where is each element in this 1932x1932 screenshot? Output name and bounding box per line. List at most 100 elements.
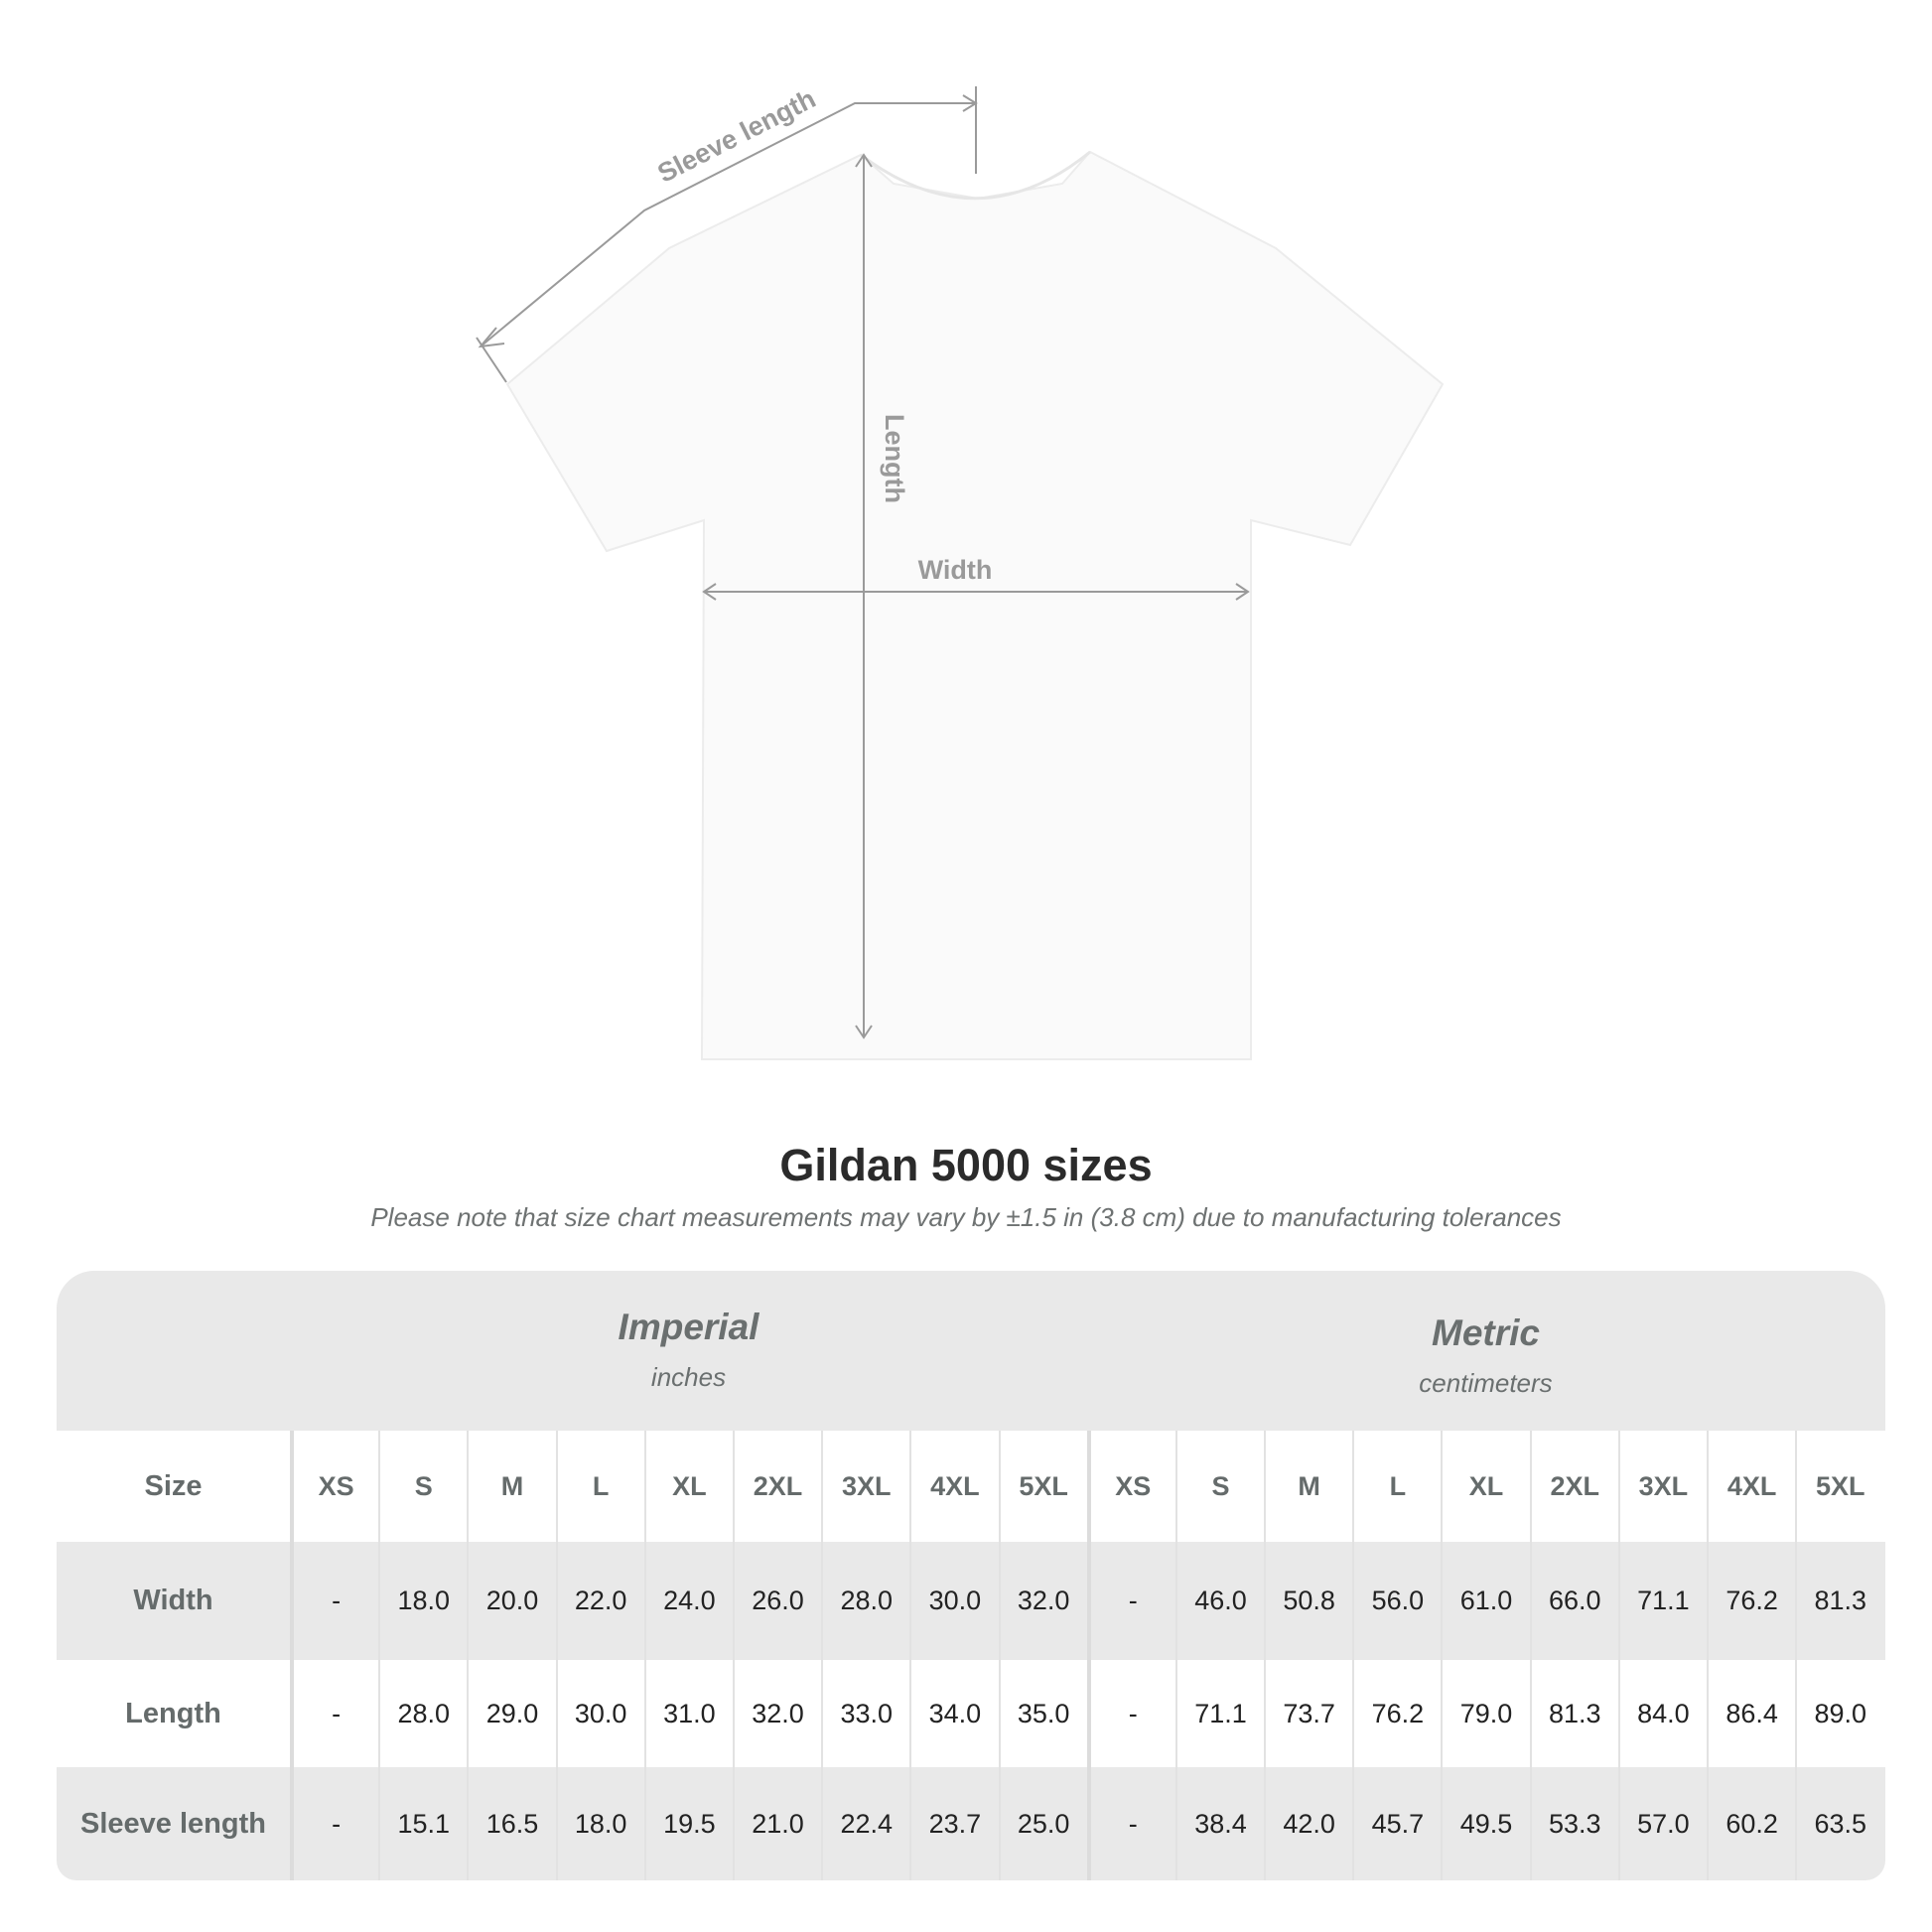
table-header-band [57, 1271, 1885, 1431]
cell-imperial: 24.0 [643, 1542, 733, 1660]
cell-imperial: - [290, 1660, 378, 1767]
cell-imperial: 19.5 [643, 1767, 733, 1880]
row-label: Sleeve length [80, 1807, 266, 1840]
length-arrow-bottom [855, 1025, 873, 1039]
metric-header: Metric centimeters [1087, 1312, 1884, 1399]
cell-metric: - [1086, 1767, 1175, 1880]
cell-imperial: 18.0 [378, 1542, 467, 1660]
neckline [860, 150, 1091, 201]
size-header-imperial: M [467, 1431, 555, 1542]
cell-metric: 81.3 [1795, 1542, 1883, 1660]
cell-metric: 84.0 [1617, 1660, 1707, 1767]
cell-imperial: 16.5 [467, 1767, 555, 1880]
cell-imperial: 32.0 [998, 1542, 1087, 1660]
cell-imperial: 22.0 [555, 1542, 644, 1660]
imperial-title: Imperial [618, 1307, 759, 1347]
size-header-imperial: S [378, 1431, 467, 1542]
cell-metric: 38.4 [1174, 1767, 1264, 1880]
cell-imperial: 23.7 [909, 1767, 998, 1880]
imperial-header: Imperial inches [290, 1307, 1087, 1393]
cell-metric: - [1086, 1542, 1175, 1660]
cell-metric: 50.8 [1264, 1542, 1352, 1660]
cell-metric: 42.0 [1264, 1767, 1352, 1880]
cell-metric: 71.1 [1617, 1542, 1707, 1660]
cell-metric: 60.2 [1707, 1767, 1795, 1880]
size-header-metric: S [1174, 1431, 1264, 1542]
page-title: Gildan 5000 sizes [779, 1140, 1153, 1190]
sleeve-length-line [480, 102, 976, 347]
cell-imperial: 15.1 [378, 1767, 467, 1880]
width-label: Width [918, 555, 993, 585]
cell-imperial: 21.0 [732, 1767, 821, 1880]
cell-metric: 45.7 [1352, 1767, 1441, 1880]
tolerance-note: Please note that size chart measurements… [370, 1202, 1562, 1232]
size-header-imperial: L [555, 1431, 644, 1542]
cell-metric: 71.1 [1174, 1660, 1264, 1767]
cell-metric: 56.0 [1352, 1542, 1441, 1660]
tshirt-illustration [505, 150, 1445, 1060]
size-header-imperial: 4XL [909, 1431, 998, 1542]
size-header-imperial: XS [290, 1431, 378, 1542]
length-arrow-top [855, 153, 873, 168]
size-header-row: Size XS S M L XL 2XL 3XL 4XL 5XL XS S M L XL 2XL 3XL 4XL 5… [57, 1431, 1885, 1542]
cell-imperial: 28.0 [378, 1660, 467, 1767]
size-column-label: Size [144, 1469, 203, 1502]
cell-imperial: 30.0 [555, 1660, 644, 1767]
length-label: Length [880, 414, 909, 503]
cell-metric: 61.0 [1441, 1542, 1529, 1660]
sleeve-length-label: Sleeve length [653, 83, 821, 189]
cell-imperial: 25.0 [998, 1767, 1087, 1880]
cell-metric: 76.2 [1707, 1542, 1795, 1660]
cell-imperial: 20.0 [467, 1542, 555, 1660]
cell-imperial: - [290, 1767, 378, 1880]
table-row: Sleeve length -15.1 16.5 18.0 19.5 21.0 22.4 23… [57, 1767, 1885, 1880]
size-header-imperial: 3XL [821, 1431, 909, 1542]
size-header-metric: L [1352, 1431, 1441, 1542]
cell-metric: 89.0 [1795, 1660, 1883, 1767]
size-table: Imperial inches Metric centimeters Size X… [57, 1271, 1885, 1880]
cell-imperial: 22.4 [821, 1767, 909, 1880]
metric-title: Metric [1432, 1312, 1540, 1353]
cell-metric: 57.0 [1617, 1767, 1707, 1880]
width-arrow-right [1235, 583, 1250, 601]
size-header-imperial: 5XL [998, 1431, 1087, 1542]
cell-metric: - [1086, 1660, 1175, 1767]
size-header-metric: XL [1441, 1431, 1529, 1542]
cell-metric: 46.0 [1174, 1542, 1264, 1660]
cell-imperial: 30.0 [909, 1542, 998, 1660]
cell-metric: 81.3 [1529, 1660, 1618, 1767]
cell-imperial: 18.0 [555, 1767, 644, 1880]
sleeve-arrow-head-right [962, 94, 978, 112]
cell-imperial: 26.0 [732, 1542, 821, 1660]
sleeve-arrow-head [478, 327, 505, 348]
cell-metric: 63.5 [1795, 1767, 1883, 1880]
size-header-metric: 5XL [1795, 1431, 1883, 1542]
cell-imperial: 29.0 [467, 1660, 555, 1767]
cell-imperial: - [290, 1542, 378, 1660]
size-header-metric: 4XL [1707, 1431, 1795, 1542]
size-header-metric: XS [1086, 1431, 1175, 1542]
cell-imperial: 31.0 [643, 1660, 733, 1767]
cell-imperial: 33.0 [821, 1660, 909, 1767]
cell-imperial: 35.0 [998, 1660, 1087, 1767]
cell-imperial: 28.0 [821, 1542, 909, 1660]
cell-metric: 49.5 [1441, 1767, 1529, 1880]
metric-unit: centimeters [1419, 1368, 1553, 1398]
table-row: Width -18.0 20.0 22.0 24.0 26.0 28.0 30.0 32.0-4… [57, 1542, 1885, 1660]
cell-metric: 66.0 [1529, 1542, 1618, 1660]
imperial-unit: inches [650, 1362, 727, 1392]
row-label: Width [133, 1585, 213, 1616]
tshirt-diagram: Sleeve length Length Width [476, 83, 1445, 1060]
cell-metric: 79.0 [1441, 1660, 1529, 1767]
size-header-metric: M [1264, 1431, 1352, 1542]
table-row: Length -28.0 29.0 30.0 31.0 32.0 33.0 34.0 35.0-… [57, 1660, 1885, 1767]
row-label: Length [125, 1697, 221, 1729]
cell-metric: 76.2 [1352, 1660, 1441, 1767]
size-header-metric: 3XL [1617, 1431, 1707, 1542]
size-header-metric: 2XL [1529, 1431, 1618, 1542]
size-header-imperial: 2XL [732, 1431, 821, 1542]
cell-metric: 73.7 [1264, 1660, 1352, 1767]
size-header-imperial: XL [643, 1431, 733, 1542]
width-arrow-left [702, 583, 717, 601]
cell-metric: 53.3 [1529, 1767, 1618, 1880]
